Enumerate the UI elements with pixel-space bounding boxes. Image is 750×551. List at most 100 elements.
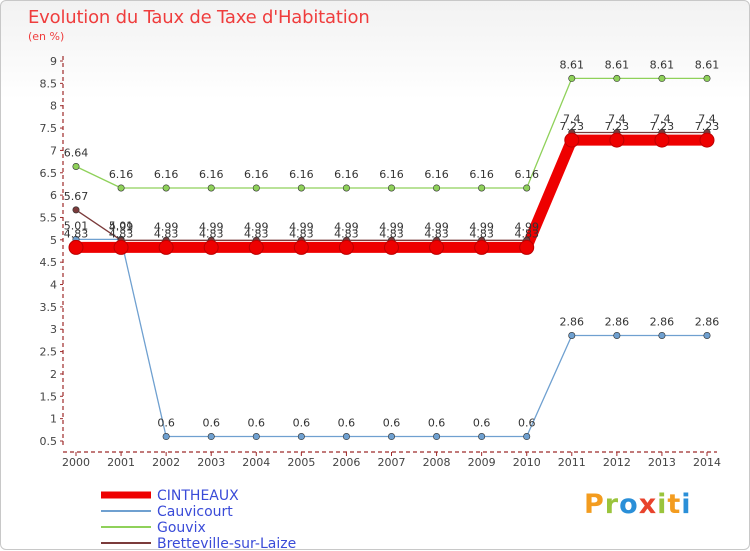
data-label: 8.61 [650,58,675,71]
data-label: 4.83 [379,227,404,240]
data-point [158,239,174,255]
data-label: 6.16 [334,168,359,181]
data-label: 6.16 [199,168,224,181]
data-point [72,206,80,214]
x-tick-label: 2014 [693,456,721,469]
data-label: 6.16 [514,168,539,181]
data-label: 7.23 [560,120,585,133]
data-label: 4.83 [109,227,134,240]
y-tick-label: 8.5 [40,77,58,90]
y-tick-label: 5 [50,234,57,247]
data-label: 6.16 [379,168,404,181]
legend-label: Bretteville-sur-Laize [157,536,296,551]
data-point [293,239,309,255]
data-point [433,433,441,441]
x-tick-label: 2000 [62,456,90,469]
data-point [203,239,219,255]
x-tick-label: 2010 [513,456,541,469]
data-label: 0.6 [428,417,446,430]
logo-letter: x [638,489,658,520]
logo-letter: o [619,489,639,520]
data-label: 4.99 [469,220,494,233]
data-label: 4.99 [109,220,134,233]
logo-letter: t [667,489,682,520]
data-point [613,74,621,82]
data-label: 2.86 [560,315,585,328]
data-point [703,331,711,339]
data-label: 2.86 [605,315,630,328]
data-label: 4.99 [199,220,224,233]
data-point [162,184,170,192]
data-label: 0.6 [473,417,491,430]
data-point [523,184,531,192]
data-label: 4.83 [424,227,449,240]
y-tick-label: 1.5 [40,390,58,403]
x-tick-label: 2003 [197,456,225,469]
logo-letter: r [604,489,620,520]
data-point [658,74,666,82]
data-label: 5.01 [64,219,89,232]
series-line [76,238,707,438]
legend: CINTHEAUXCauvicourtGouvixBretteville-sur… [101,488,296,551]
data-point [162,433,170,441]
data-label: 2.86 [650,315,675,328]
data-point [338,239,354,255]
y-tick-label: 2.5 [40,346,58,359]
x-tick-label: 2001 [107,456,135,469]
data-label: 6.64 [64,147,89,160]
x-tick-label: 2002 [152,456,180,469]
data-point [297,433,305,441]
data-point [568,331,576,339]
data-point [117,184,125,192]
data-label: 7.23 [650,120,675,133]
series-points [68,74,715,441]
x-tick-label: 2011 [558,456,586,469]
legend-label: Gouvix [157,520,206,536]
data-label: 7.23 [605,120,630,133]
data-label: 4.99 [334,220,359,233]
data-point [72,163,80,171]
data-label: 6.16 [244,168,269,181]
data-label: 4.83 [154,227,179,240]
data-label: 4.99 [424,220,449,233]
data-label: 8.61 [560,58,585,71]
data-point [519,239,535,255]
data-label: 4.83 [514,227,539,240]
data-point [658,331,666,339]
x-tick-label: 2004 [242,456,270,469]
legend-label: CINTHEAUX [157,488,239,504]
x-tick-label: 2006 [332,456,360,469]
data-label: 0.6 [157,417,175,430]
data-label: 0.6 [338,417,356,430]
y-tick-label: 7.5 [40,122,58,135]
data-point [613,331,621,339]
x-tick-label: 2009 [468,456,496,469]
data-label: 4.83 [289,227,314,240]
x-tick-label: 2013 [648,456,676,469]
data-label: 7.4 [653,113,671,126]
data-point [68,239,84,255]
data-point [654,132,670,148]
data-label: 6.16 [289,168,314,181]
logo-letter: i [681,489,692,520]
data-label: 8.61 [605,58,630,71]
data-point [387,184,395,192]
data-label: 0.6 [202,417,220,430]
data-point [609,132,625,148]
y-tick-label: 5.5 [40,211,58,224]
data-label: 7.4 [563,113,581,126]
y-tick-label: 8 [50,100,57,113]
data-point [523,433,531,441]
x-tick-label: 2005 [287,456,315,469]
y-tick-label: 0.5 [40,435,58,448]
data-label: 7.23 [695,120,720,133]
data-point [248,239,264,255]
data-point [699,132,715,148]
data-label: 0.6 [518,417,536,430]
legend-label: Cauvicourt [157,504,233,520]
data-label: 4.99 [289,220,314,233]
data-point [384,239,399,255]
data-label: 8.61 [695,58,720,71]
y-tick-label: 4 [50,279,57,292]
